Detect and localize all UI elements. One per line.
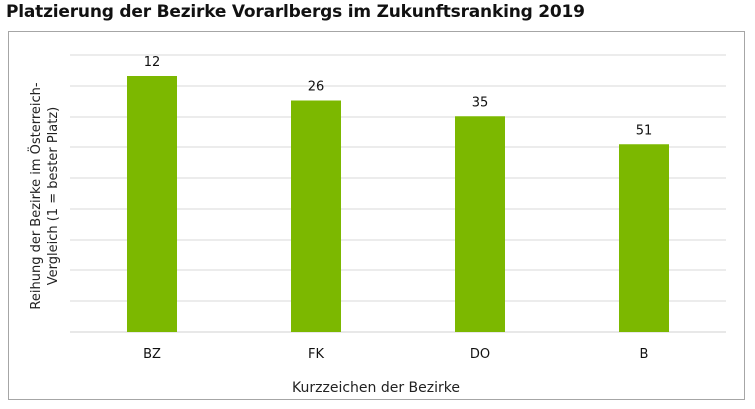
data-label-do: 35 [472,95,489,110]
x-axis-label: Kurzzeichen der Bezirke [292,380,460,396]
x-tick-do: DO [470,347,490,362]
x-tick-fk: FK [308,347,324,362]
y-axis-label-line-2: Vergleich (1 = bester Platz) [46,107,61,286]
data-label-fk: 26 [308,80,325,95]
data-label-bz: 12 [144,55,161,70]
bar-do [455,116,505,332]
bars [127,76,669,332]
bar-b [619,144,669,332]
bar-bz [127,76,177,332]
y-axis-label-line-1: Reihung der Bezirke im Österreich- [27,82,44,309]
x-tick-labels: BZ FK DO B [143,347,648,362]
x-tick-bz: BZ [143,347,161,362]
data-labels: 12 26 35 51 [144,55,653,138]
chart-frame [8,31,745,400]
gridlines [70,54,726,333]
data-label-b: 51 [636,123,653,138]
x-tick-b: B [640,347,649,362]
bar-fk [291,100,341,332]
chart-title: Platzierung der Bezirke Vorarlbergs im Z… [6,2,585,22]
